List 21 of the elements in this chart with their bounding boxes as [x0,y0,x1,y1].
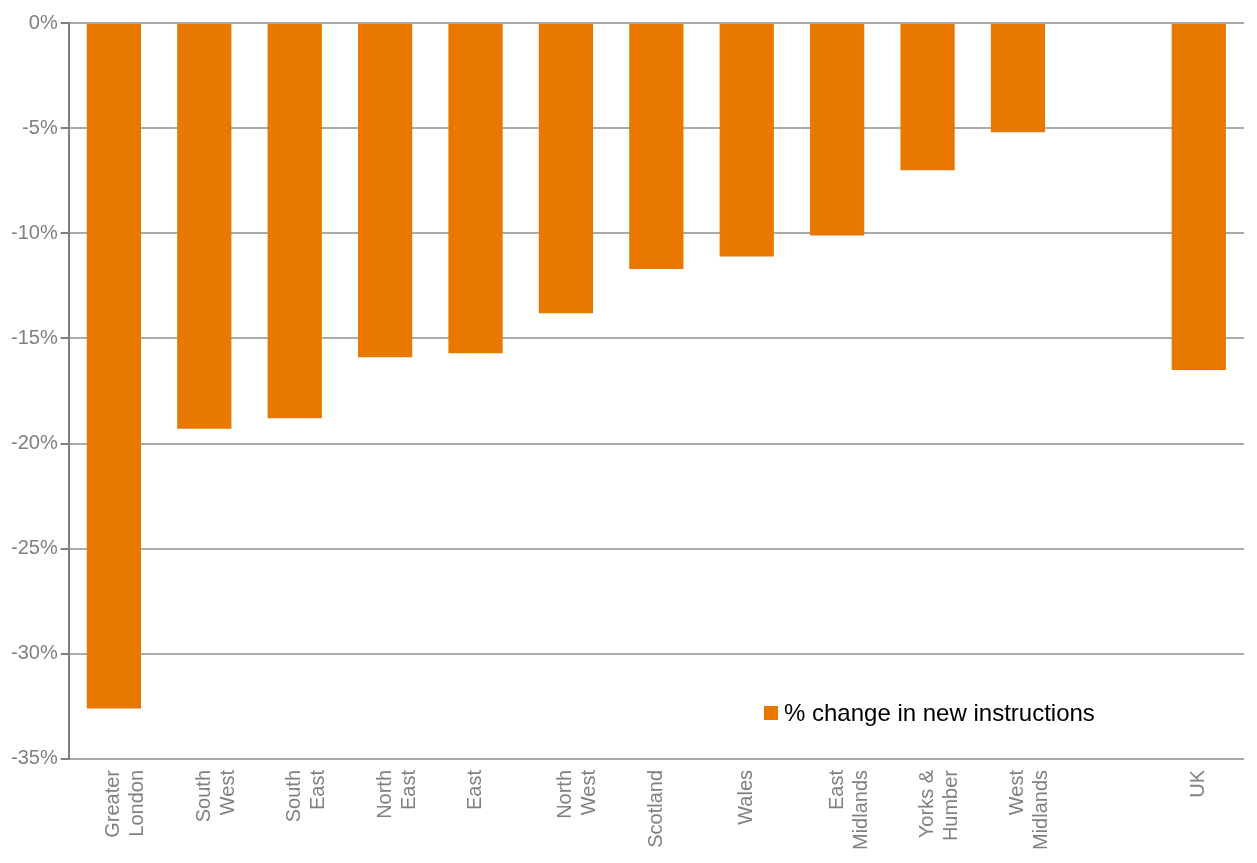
x-tick-label: North West [553,769,600,819]
x-tick-label: East [463,769,486,810]
x-tick-label: Scotland [643,769,666,848]
y-tick-label: -25% [10,536,58,559]
x-tick-label: South East [282,769,329,823]
y-tick-label: -10% [10,220,58,243]
y-tick-label: -5% [22,115,58,138]
y-tick-label: 0% [28,10,58,33]
y-tick-label: -35% [10,746,58,769]
x-tick-label: West Midlands [1005,769,1052,851]
x-tick-label: Wales [734,769,757,825]
x-tick-label: South West [191,769,238,823]
legend-label: % change in new instructions [784,698,1095,727]
x-tick-label: East Midlands [824,769,871,851]
x-tick-label: UK [1186,769,1209,798]
x-tick-label: North East [372,769,419,819]
y-tick-label: -15% [10,325,58,348]
x-tick-label: Yorks & Humber [915,769,962,842]
x-tick-label: Greater London [101,769,148,838]
y-tick-label: -20% [10,431,58,454]
y-tick-label: -30% [10,641,58,664]
